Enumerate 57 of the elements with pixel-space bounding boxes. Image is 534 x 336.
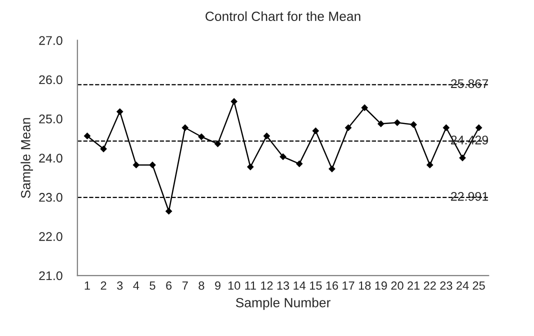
point [230, 98, 238, 105]
point [475, 124, 482, 132]
point [377, 120, 384, 128]
x-tick-label: 21 [408, 281, 420, 290]
point [394, 119, 401, 126]
point [442, 124, 450, 132]
point [198, 133, 205, 140]
x-tick-label: 24 [456, 281, 469, 290]
y-tick-label: 27.0 [39, 36, 62, 45]
x-tick-label: 25 [472, 281, 485, 290]
x-tick-label: 11 [245, 282, 256, 290]
point [100, 145, 107, 152]
x-tick-label: 18 [358, 281, 371, 290]
x-tick-label: 4 [133, 282, 140, 290]
y-tick-label: 24.0 [39, 154, 62, 163]
point [361, 104, 368, 112]
point [84, 132, 91, 140]
point [296, 160, 303, 168]
x-tick-label: 14 [294, 282, 306, 290]
x-tick-label: 8 [198, 281, 204, 290]
x-tick-label: 7 [182, 282, 188, 290]
point [410, 121, 417, 128]
x-tick-label: 23 [440, 281, 452, 290]
x-tick-label: 9 [215, 281, 220, 290]
point [280, 153, 286, 160]
point [132, 162, 140, 168]
x-tick-label: 5 [150, 282, 156, 290]
x-tick-label: 12 [261, 281, 273, 290]
x-tick-label: 22 [424, 281, 436, 290]
x-tick-label: 15 [310, 282, 322, 290]
x-tick-label: 13 [277, 281, 290, 290]
x-tick-label: 2 [100, 281, 106, 290]
y-tick-label: 21.0 [39, 271, 62, 280]
chart-title: Control Chart for the Mean [206, 11, 360, 22]
x-tick-label: 3 [117, 281, 123, 290]
x-tick-label: 19 [375, 281, 387, 290]
point [246, 164, 254, 170]
y-axis-title: Sample Mean [20, 118, 33, 198]
point [459, 154, 466, 162]
y-tick-label: 22.0 [39, 232, 62, 241]
x-tick-label: 6 [166, 281, 172, 290]
x-tick-label: 20 [391, 281, 404, 290]
x-tick-label: 17 [342, 282, 354, 290]
point [312, 127, 320, 134]
point [116, 108, 124, 116]
point [263, 132, 270, 140]
x-tick-label: 10 [228, 281, 240, 290]
y-tick-label: 25.0 [39, 114, 62, 124]
point [328, 165, 336, 172]
point [165, 208, 172, 215]
point [182, 124, 189, 132]
y-tick-label: 23.0 [39, 192, 62, 202]
x-axis-title: Sample Number [236, 298, 330, 310]
point [426, 162, 434, 168]
x-tick-label: 1 [84, 282, 90, 290]
x-tick-label: 16 [326, 281, 338, 290]
y-tick-label: 26.0 [39, 75, 62, 84]
